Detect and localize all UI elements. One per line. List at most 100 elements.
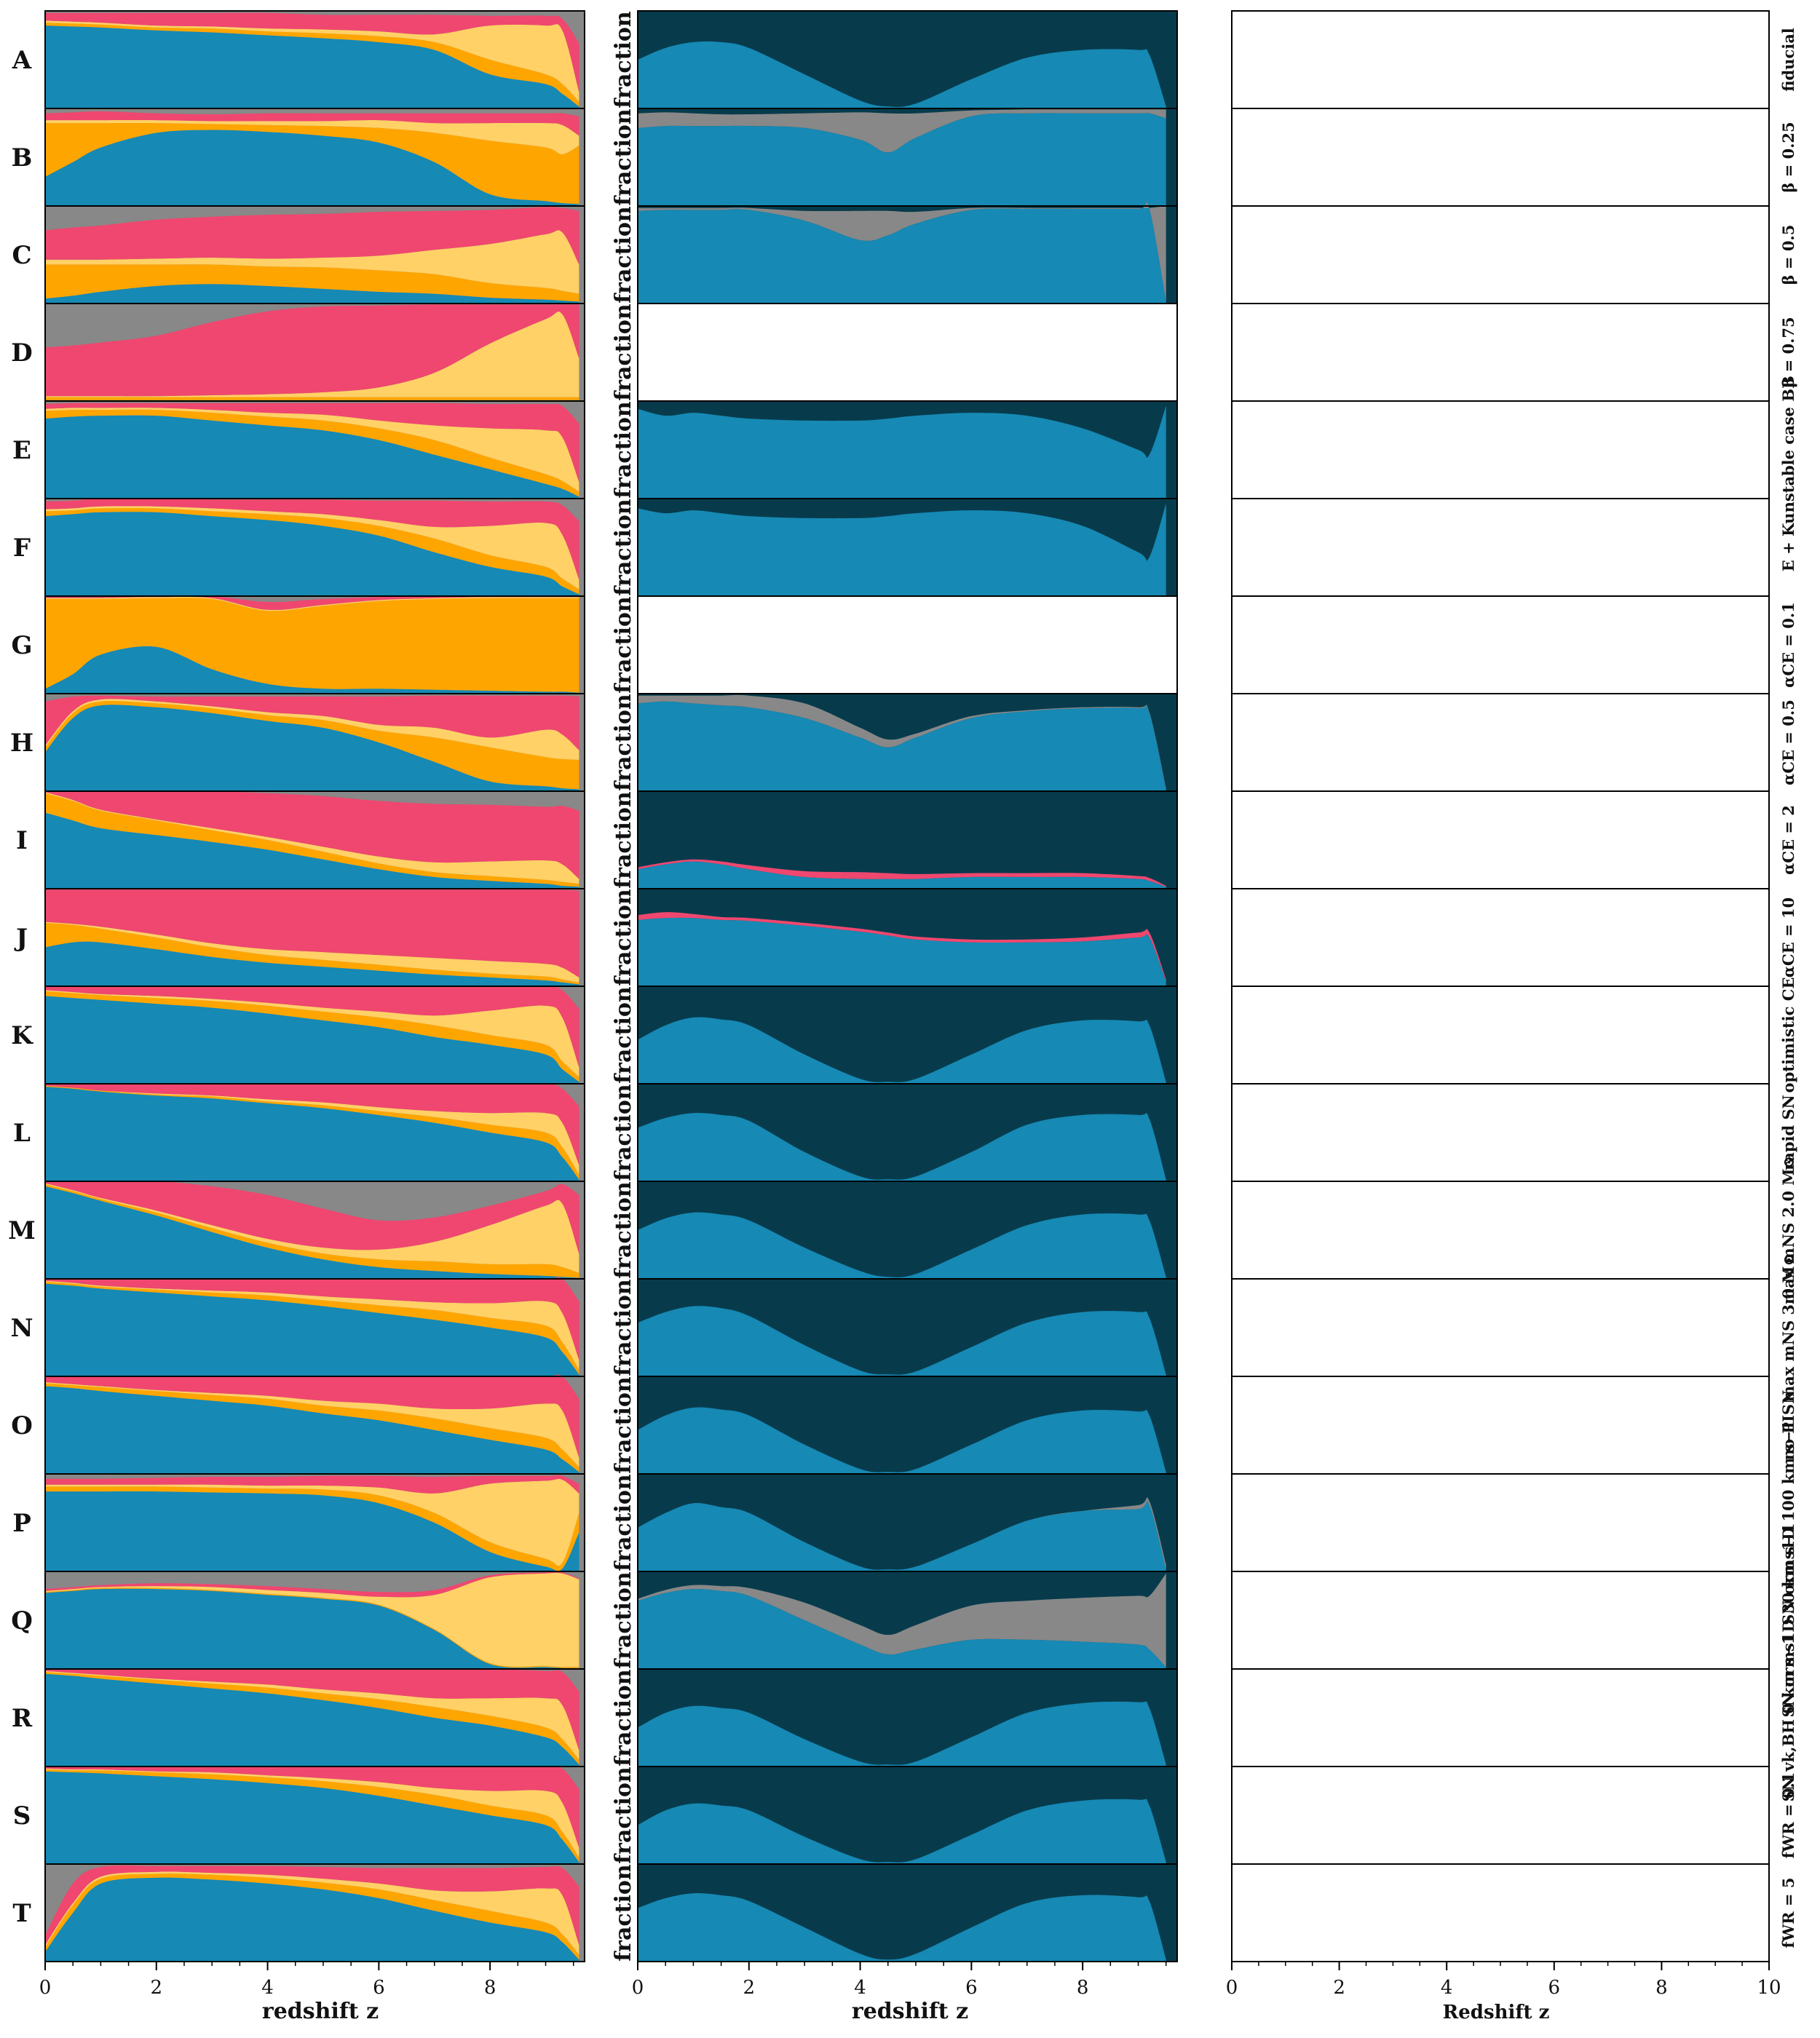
y-axis-label: fraction (611, 889, 636, 986)
row-label: H (10, 729, 33, 758)
series-area (45, 498, 579, 580)
row-label: S (13, 1801, 31, 1831)
series-area (45, 1277, 579, 1360)
left-x-axis-label: redshift z (262, 1999, 379, 2024)
row-label: β = 0.5 (1779, 225, 1797, 285)
row-label: L (13, 1119, 31, 1148)
row-frame (1231, 1571, 1770, 1670)
x-tick-label: 0 (632, 1977, 644, 1999)
series-area (45, 1386, 579, 1474)
x-tick-label: 2 (743, 1977, 756, 1999)
series-area (45, 596, 579, 611)
x-tick-label: 2 (151, 1977, 163, 1999)
x-tick-label: 8 (1077, 1977, 1089, 1999)
series-area (45, 1871, 579, 1955)
series-area (45, 1478, 579, 1566)
series-area (45, 1382, 579, 1467)
row-frame (1231, 1181, 1770, 1280)
series-area (45, 506, 579, 590)
row-frame (1231, 1083, 1770, 1182)
series-area (45, 123, 579, 205)
series-area (638, 1306, 1166, 1376)
row-frame (1231, 595, 1770, 694)
x-tick-label: 0 (39, 1977, 52, 1999)
series-area (45, 991, 579, 1082)
series-area (638, 1893, 1166, 1962)
y-axis-label: fraction (611, 986, 636, 1084)
y-axis-label: fraction (611, 1376, 636, 1474)
row-frame (1231, 1278, 1770, 1377)
series-area (638, 1017, 1166, 1084)
series-area (45, 1491, 579, 1571)
series-area (45, 1186, 579, 1279)
y-axis-label: fraction (611, 694, 636, 791)
row-label: C (12, 241, 31, 270)
row-label: B (12, 143, 33, 173)
row-frame (1231, 1863, 1770, 1962)
y-axis-label: fraction (611, 401, 636, 499)
x-tick-label: 8 (484, 1977, 496, 1999)
series-area (45, 889, 579, 978)
row-label: D (11, 338, 32, 368)
series-area (45, 1571, 579, 1598)
row-label: unstable case BB (1779, 376, 1797, 523)
y-axis-label: fraction (611, 596, 636, 694)
series-area (45, 23, 579, 107)
row-label: SN vk,BH 0 km s−1 (1779, 1634, 1797, 1802)
series-area (45, 408, 579, 492)
series-area (638, 202, 1166, 302)
series-area (45, 207, 579, 265)
series-area (45, 1670, 579, 1760)
series-area (45, 1668, 579, 1750)
row-label: N (10, 1314, 33, 1343)
series-area (45, 1374, 579, 1458)
series-area (45, 1085, 579, 1175)
row-label: E (12, 436, 31, 465)
row-label: M (8, 1216, 36, 1245)
series-area (638, 405, 1166, 499)
x-tick-label: 6 (1548, 1977, 1561, 1999)
x-tick-label: 8 (1655, 1977, 1668, 1999)
series-area (45, 1184, 579, 1278)
row-label: αCE = 2 (1779, 805, 1797, 875)
series-area (45, 1283, 579, 1376)
row-label: G (11, 631, 32, 660)
series-area (638, 701, 1166, 791)
x-tick-label: 6 (965, 1977, 978, 1999)
row-label: R (12, 1704, 33, 1733)
x-tick-label: 6 (373, 1977, 385, 1999)
right-x-axis-label: Redshift z (1443, 2002, 1550, 2023)
row-label: O (11, 1411, 33, 1440)
series-area (45, 284, 579, 304)
row-label: fiducial (1779, 28, 1797, 92)
series-area (638, 917, 1166, 986)
series-area (45, 311, 579, 397)
series-area (45, 646, 579, 694)
x-tick-label: 0 (1226, 1977, 1238, 1999)
x-tick-label: 10 (1757, 1977, 1781, 1999)
series-area (45, 1588, 579, 1669)
series-area (45, 705, 579, 791)
row-frame (1231, 986, 1770, 1085)
series-area (45, 130, 579, 206)
series-area (45, 397, 579, 400)
row-label: fWR = 0.1 (1779, 1772, 1797, 1859)
series-area (45, 12, 579, 92)
series-area (45, 230, 579, 294)
row-frame (1231, 10, 1770, 109)
series-area (45, 1181, 579, 1254)
x-tick-label: 4 (1441, 1977, 1453, 1999)
y-axis-label: fraction (611, 1669, 636, 1767)
series-area (45, 507, 579, 595)
series-area (45, 1280, 579, 1370)
y-axis-label: fraction (611, 11, 636, 108)
series-area (638, 109, 1166, 153)
series-area (45, 1673, 579, 1767)
row-label: αCE = 0.1 (1779, 602, 1797, 688)
series-area (45, 415, 579, 499)
row-label: fWR = 5 (1779, 1878, 1797, 1948)
left-panel: A B C D E F G H I J K L M N O P Q R S T 0 2 4 6 8 (8, 10, 585, 1999)
row-frame (1231, 498, 1770, 597)
row-frame (1231, 400, 1770, 499)
series-area (638, 113, 1166, 206)
